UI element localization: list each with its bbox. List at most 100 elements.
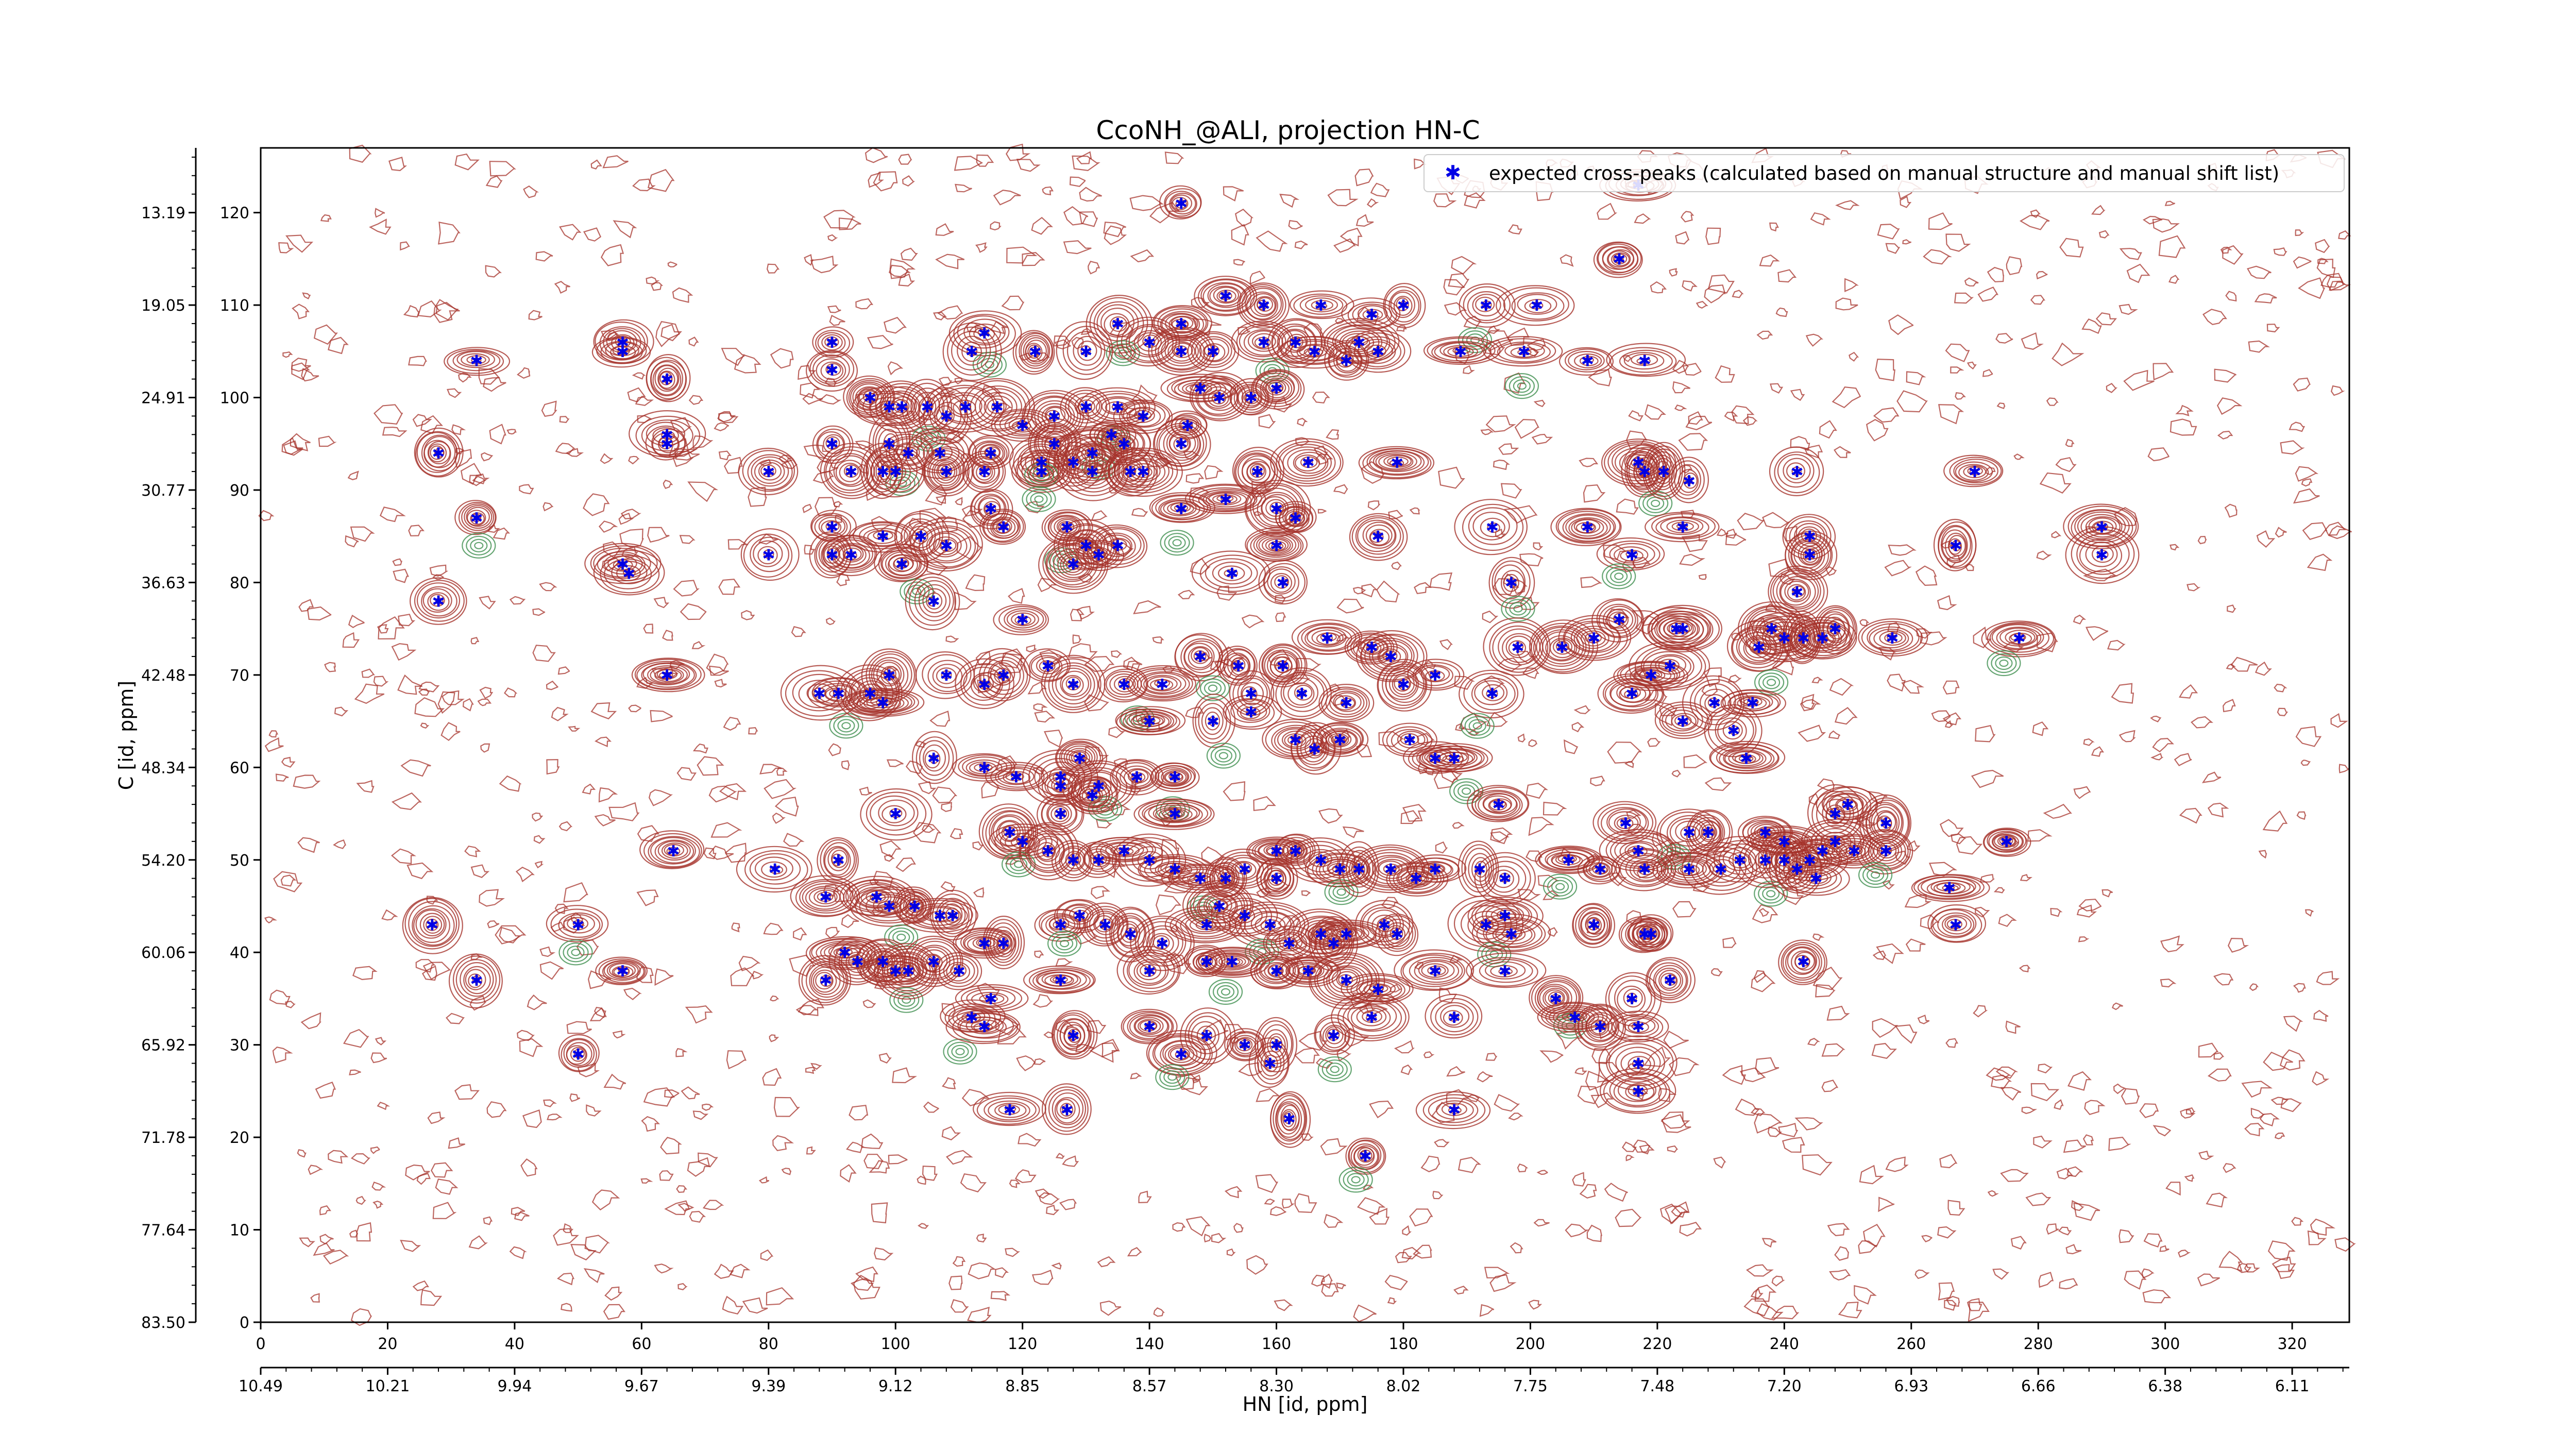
noise-contour: [1528, 1300, 1543, 1310]
noise-contour: [1485, 415, 1516, 432]
y-index-tick-label: 80: [230, 574, 249, 592]
noise-contour: [532, 812, 544, 822]
noise-contour: [1685, 415, 1713, 430]
expected-cross-peak: ✱: [1117, 435, 1130, 453]
noise-contour: [388, 157, 407, 172]
noise-contour: [1224, 1186, 1243, 1199]
noise-contour: [2325, 521, 2346, 536]
expected-cross-peak: ✱: [1003, 824, 1016, 842]
expected-cross-peak: ✱: [946, 907, 959, 925]
noise-contour: [1778, 1122, 1799, 1138]
expected-cross-peak: ✱: [1778, 852, 1791, 870]
expected-cross-peak: ✱: [1486, 519, 1499, 537]
noise-contour: [1246, 1255, 1268, 1275]
noise-contour: [1573, 705, 1591, 715]
noise-contour: [1574, 1067, 1588, 1075]
noise-contour: [2095, 312, 2117, 326]
expected-cross-peak: ✱: [1168, 768, 1181, 786]
noise-contour: [1043, 729, 1063, 748]
noise-contour: [381, 909, 398, 921]
expected-cross-peak: ✱: [667, 843, 680, 861]
peak-contour: [1224, 1028, 1266, 1062]
noise-contour: [557, 666, 570, 675]
noise-contour: [1975, 724, 1996, 743]
noise-contour: [1464, 192, 1486, 209]
expected-cross-peak: ✱: [978, 935, 991, 953]
noise-contour: [1645, 404, 1667, 420]
expected-cross-peak: ✱: [1879, 843, 1892, 861]
noise-contour: [2032, 721, 2049, 736]
expected-cross-peak: ✱: [616, 556, 629, 574]
peak-contour: [1611, 848, 1676, 891]
expected-cross-peak: ✱: [1378, 916, 1391, 934]
noise-contour: [698, 1152, 718, 1168]
noise-contour: [1042, 186, 1054, 196]
expected-cross-peak: ✱: [1352, 861, 1365, 879]
expected-cross-peak: ✱: [2013, 630, 2026, 648]
noise-contour: [1854, 1285, 1877, 1305]
noise-contour: [2065, 1244, 2082, 1255]
noise-contour: [1973, 626, 1992, 649]
expected-cross-peak: ✱: [1530, 297, 1543, 315]
noise-contour: [1771, 1306, 1800, 1320]
noise-contour: [2258, 850, 2267, 859]
noise-contour: [2058, 1226, 2072, 1236]
noise-contour: [1940, 540, 1955, 549]
noise-contour: [648, 789, 673, 806]
noise-contour: [717, 411, 736, 423]
expected-cross-peak: ✱: [1410, 870, 1422, 888]
noise-contour: [1320, 1138, 1348, 1156]
peak-contour: [1312, 721, 1369, 757]
peak-contour: [409, 577, 467, 625]
noise-contour: [442, 690, 465, 705]
noise-contour: [1101, 1042, 1118, 1058]
noise-contour: [2160, 979, 2177, 988]
peak-contour: [1277, 336, 1352, 369]
expected-cross-peak: ✱: [1429, 861, 1442, 879]
noise-contour: [1367, 500, 1381, 511]
noise-contour: [841, 914, 859, 929]
noise-contour: [594, 1006, 606, 1018]
expected-cross-peak: ✱: [1048, 435, 1061, 453]
peak-contour: [1125, 665, 1201, 702]
x-ppm-tick-label: 10.21: [365, 1377, 410, 1395]
noise-contour: [1103, 222, 1126, 238]
noise-contour: [1751, 972, 1776, 992]
noise-contour: [965, 574, 986, 592]
noise-contour: [1902, 239, 1911, 245]
noise-contour: [264, 737, 284, 752]
noise-contour: [2256, 530, 2276, 548]
noise-contour: [420, 722, 430, 729]
noise-contour: [773, 1097, 800, 1117]
expected-cross-peak: ✱: [1886, 630, 1899, 648]
noise-contour: [391, 848, 416, 865]
noise-contour: [2160, 935, 2184, 953]
expected-cross-peak: ✱: [1638, 352, 1651, 370]
peak-contour: [1290, 290, 1354, 319]
noise-contour: [2244, 1122, 2265, 1137]
expected-cross-peak: ✱: [1029, 343, 1042, 361]
noise-contour: [1754, 1113, 1783, 1134]
noise-contour: [677, 1203, 694, 1212]
noise-contour: [1168, 871, 1181, 880]
noise-contour: [1400, 810, 1420, 824]
noise-contour: [1072, 155, 1100, 172]
noise-contour: [377, 1101, 391, 1110]
noise-contour: [2050, 908, 2063, 917]
noise-contour: [1859, 619, 1870, 627]
noise-contour: [2000, 1087, 2022, 1101]
expected-cross-peak: ✱: [1683, 861, 1696, 879]
peak-contour: [546, 905, 609, 966]
noise-contour: [1739, 1067, 1766, 1083]
noise-contour: [2272, 1256, 2296, 1272]
peak-contour: [1153, 418, 1211, 471]
noise-contour: [1463, 365, 1475, 375]
noise-contour: [1590, 776, 1605, 786]
noise-contour: [1991, 1074, 2012, 1089]
noise-contour: [1053, 335, 1071, 347]
chart-title: CcoNH_@ALI, projection HN-C: [1096, 115, 1480, 145]
noise-contour: [981, 781, 1001, 799]
noise-contour: [2059, 1278, 2078, 1290]
noise-contour: [1006, 246, 1038, 264]
noise-contour: [493, 527, 511, 540]
